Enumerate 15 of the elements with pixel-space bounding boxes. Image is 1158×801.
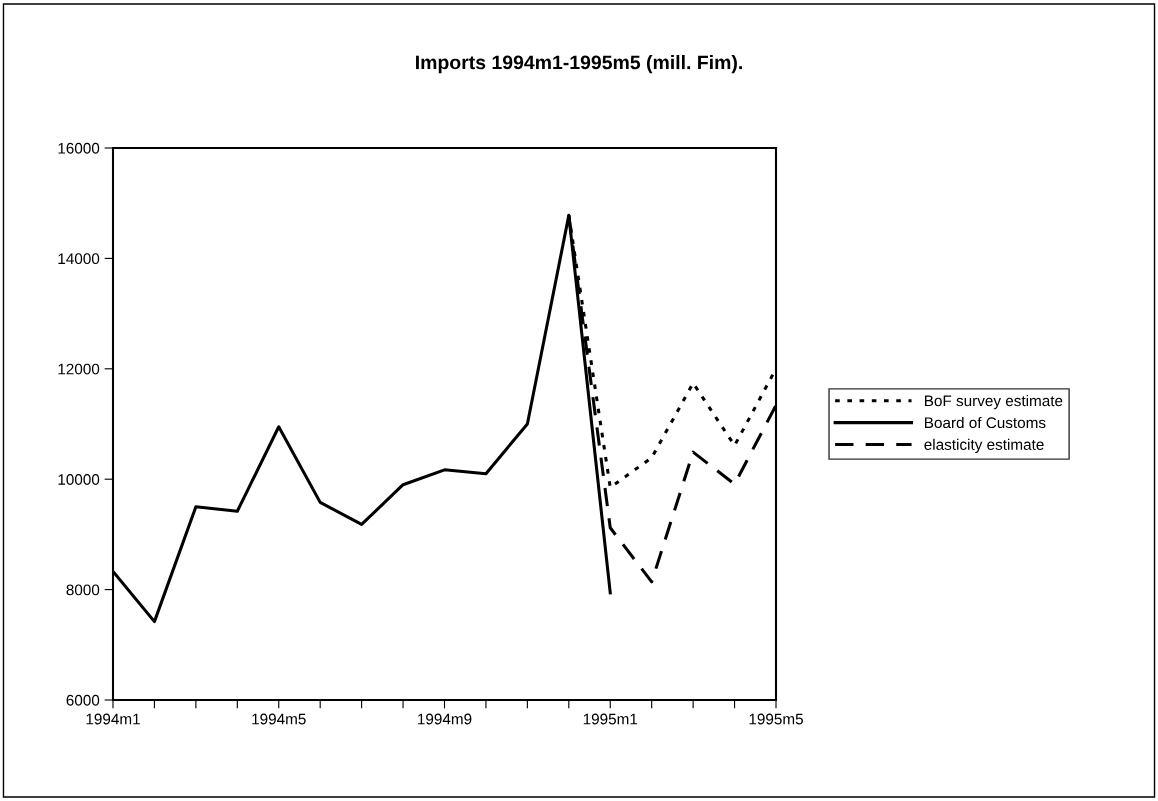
- legend-label: elasticity estimate: [924, 438, 1044, 453]
- x-tick-label: 1995m1: [583, 713, 638, 725]
- x-tick-label: 1994m5: [252, 713, 306, 725]
- x-tick-label: 1994m9: [418, 713, 472, 725]
- y-tick-label: 12000: [58, 363, 100, 375]
- x-tick-label: 1994m1: [86, 713, 140, 725]
- y-tick-label: 6000: [66, 694, 100, 706]
- chart-title: Imports 1994m1-1995m5 (mill. Fim).: [416, 55, 742, 74]
- y-tick-label: 14000: [58, 253, 100, 265]
- legend-label: BoF survey estimate: [925, 395, 1063, 410]
- y-tick-label: 8000: [66, 584, 100, 596]
- y-tick-label: 16000: [58, 142, 100, 154]
- legend-label: Board of Customs: [925, 416, 1046, 429]
- y-tick-label: 10000: [58, 474, 100, 485]
- x-tick-label: 1995m5: [749, 713, 803, 725]
